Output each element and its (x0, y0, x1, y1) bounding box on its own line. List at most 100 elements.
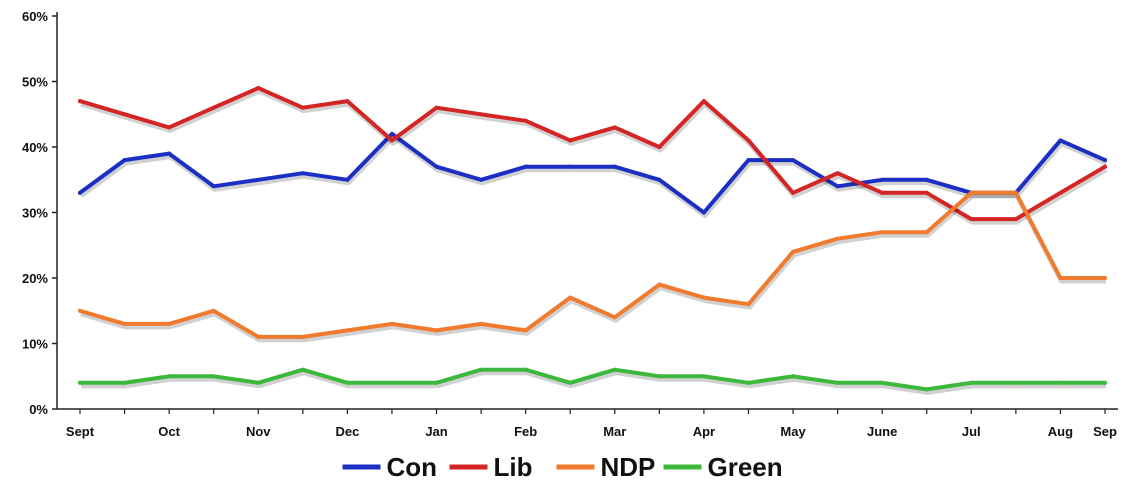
series-lib-point (612, 125, 617, 130)
legend-item-green: Green (663, 452, 783, 482)
x-tick-label: Sept (66, 424, 95, 439)
series-con-point (256, 177, 261, 182)
series-ndp-point (211, 308, 216, 313)
series-lib-point (211, 105, 216, 110)
series-ndp-point (256, 334, 261, 339)
series-layer (78, 86, 1108, 395)
series-con-shadow (79, 134, 1108, 218)
series-con-point (568, 164, 573, 169)
series-con-point (1058, 138, 1063, 143)
series-green-point (1013, 380, 1018, 385)
series-ndp-point (969, 190, 974, 195)
series-ndp-point (791, 249, 796, 254)
series-green-point (568, 380, 573, 385)
legend-item-ndp: NDP (556, 452, 656, 482)
series-con (78, 131, 1108, 218)
series-lib-point (300, 105, 305, 110)
series-lib-point (389, 138, 394, 143)
series-green-point (880, 380, 885, 385)
y-axis-labels: 0% 10% 20% 30% 40% 50% 60% (22, 9, 48, 417)
series-lib-point (568, 138, 573, 143)
series-lib-shadow (80, 88, 1108, 225)
x-tick-label: Jan (425, 424, 447, 439)
series-lib-point (523, 118, 528, 123)
series-ndp-point (568, 295, 573, 300)
series-con-point (167, 151, 172, 156)
series-con-point (924, 177, 929, 182)
series-ndp-point (479, 321, 484, 326)
series-green-point (256, 380, 261, 385)
series-green-shadow (81, 370, 1106, 395)
x-tick-label: Apr (693, 424, 715, 439)
series-ndp-point (1058, 276, 1063, 280)
series-ndp-point (389, 321, 394, 326)
series-green-point (612, 367, 617, 372)
series-green-point (701, 374, 706, 379)
series-green-point (746, 380, 751, 385)
series-lib-point (791, 190, 796, 195)
series-con-point (880, 177, 885, 182)
series-lib-line (78, 86, 1107, 222)
series-con-point (746, 158, 751, 163)
series-con-point (389, 131, 394, 136)
series-ndp-point (523, 328, 528, 333)
series-ndp-shadow (80, 193, 1106, 343)
series-con-point (791, 158, 796, 163)
series-green-point (1058, 380, 1063, 385)
y-tick-label: 50% (22, 75, 48, 90)
series-ndp-point (434, 328, 439, 333)
series-ndp-point (1103, 276, 1107, 280)
series-ndp-line (78, 190, 1107, 339)
series-green-point (345, 380, 350, 385)
series-green-point (479, 367, 484, 372)
series-green-line (78, 367, 1107, 392)
series-con-point (612, 164, 617, 169)
series-con-point (122, 158, 127, 163)
series-ndp-point (1013, 190, 1018, 195)
legend-item-lib: Lib (449, 452, 533, 482)
series-ndp-point (345, 328, 350, 333)
series-con-point (479, 177, 484, 182)
series-green-point (969, 380, 974, 385)
series-lib-point (969, 217, 974, 222)
series-ndp-point (746, 302, 751, 307)
legend-item-con: Con (342, 452, 437, 482)
series-con-point (1103, 158, 1107, 163)
series-lib-point (880, 190, 885, 195)
legend: Con Lib NDP Green (342, 452, 783, 482)
x-tick-label: June (867, 424, 897, 439)
series-green-point (122, 380, 127, 385)
series-green-point (657, 374, 662, 379)
series-con-point (300, 171, 305, 176)
series-con-line (78, 131, 1107, 215)
series-lib-point (78, 99, 82, 104)
series-lib (78, 86, 1108, 225)
legend-label-green: Green (708, 452, 783, 482)
series-lib-point (1103, 164, 1107, 169)
series-green-point (78, 380, 82, 385)
series-lib-point (1013, 217, 1018, 222)
y-tick-label: 20% (22, 271, 48, 286)
legend-label-lib: Lib (494, 452, 533, 482)
series-green-point (300, 367, 305, 372)
series-green-point (523, 367, 528, 372)
series-ndp-point (880, 230, 885, 235)
series-con-point (657, 177, 662, 182)
series-lib-point (924, 190, 929, 195)
series-lib-point (746, 138, 751, 143)
legend-label-ndp: NDP (601, 452, 656, 482)
series-green-point (211, 374, 216, 379)
series-ndp-point (657, 282, 662, 287)
x-tick-label: Mar (603, 424, 626, 439)
series-ndp-point (167, 321, 172, 326)
x-tick-label: Oct (158, 424, 180, 439)
y-tick-label: 60% (22, 9, 48, 24)
series-ndp-point (78, 308, 82, 313)
x-tick-label: Aug (1048, 424, 1073, 439)
x-tick-label: Feb (514, 424, 537, 439)
x-tick-label: Nov (246, 424, 271, 439)
series-green-point (835, 380, 840, 385)
series-ndp-point (612, 315, 617, 320)
